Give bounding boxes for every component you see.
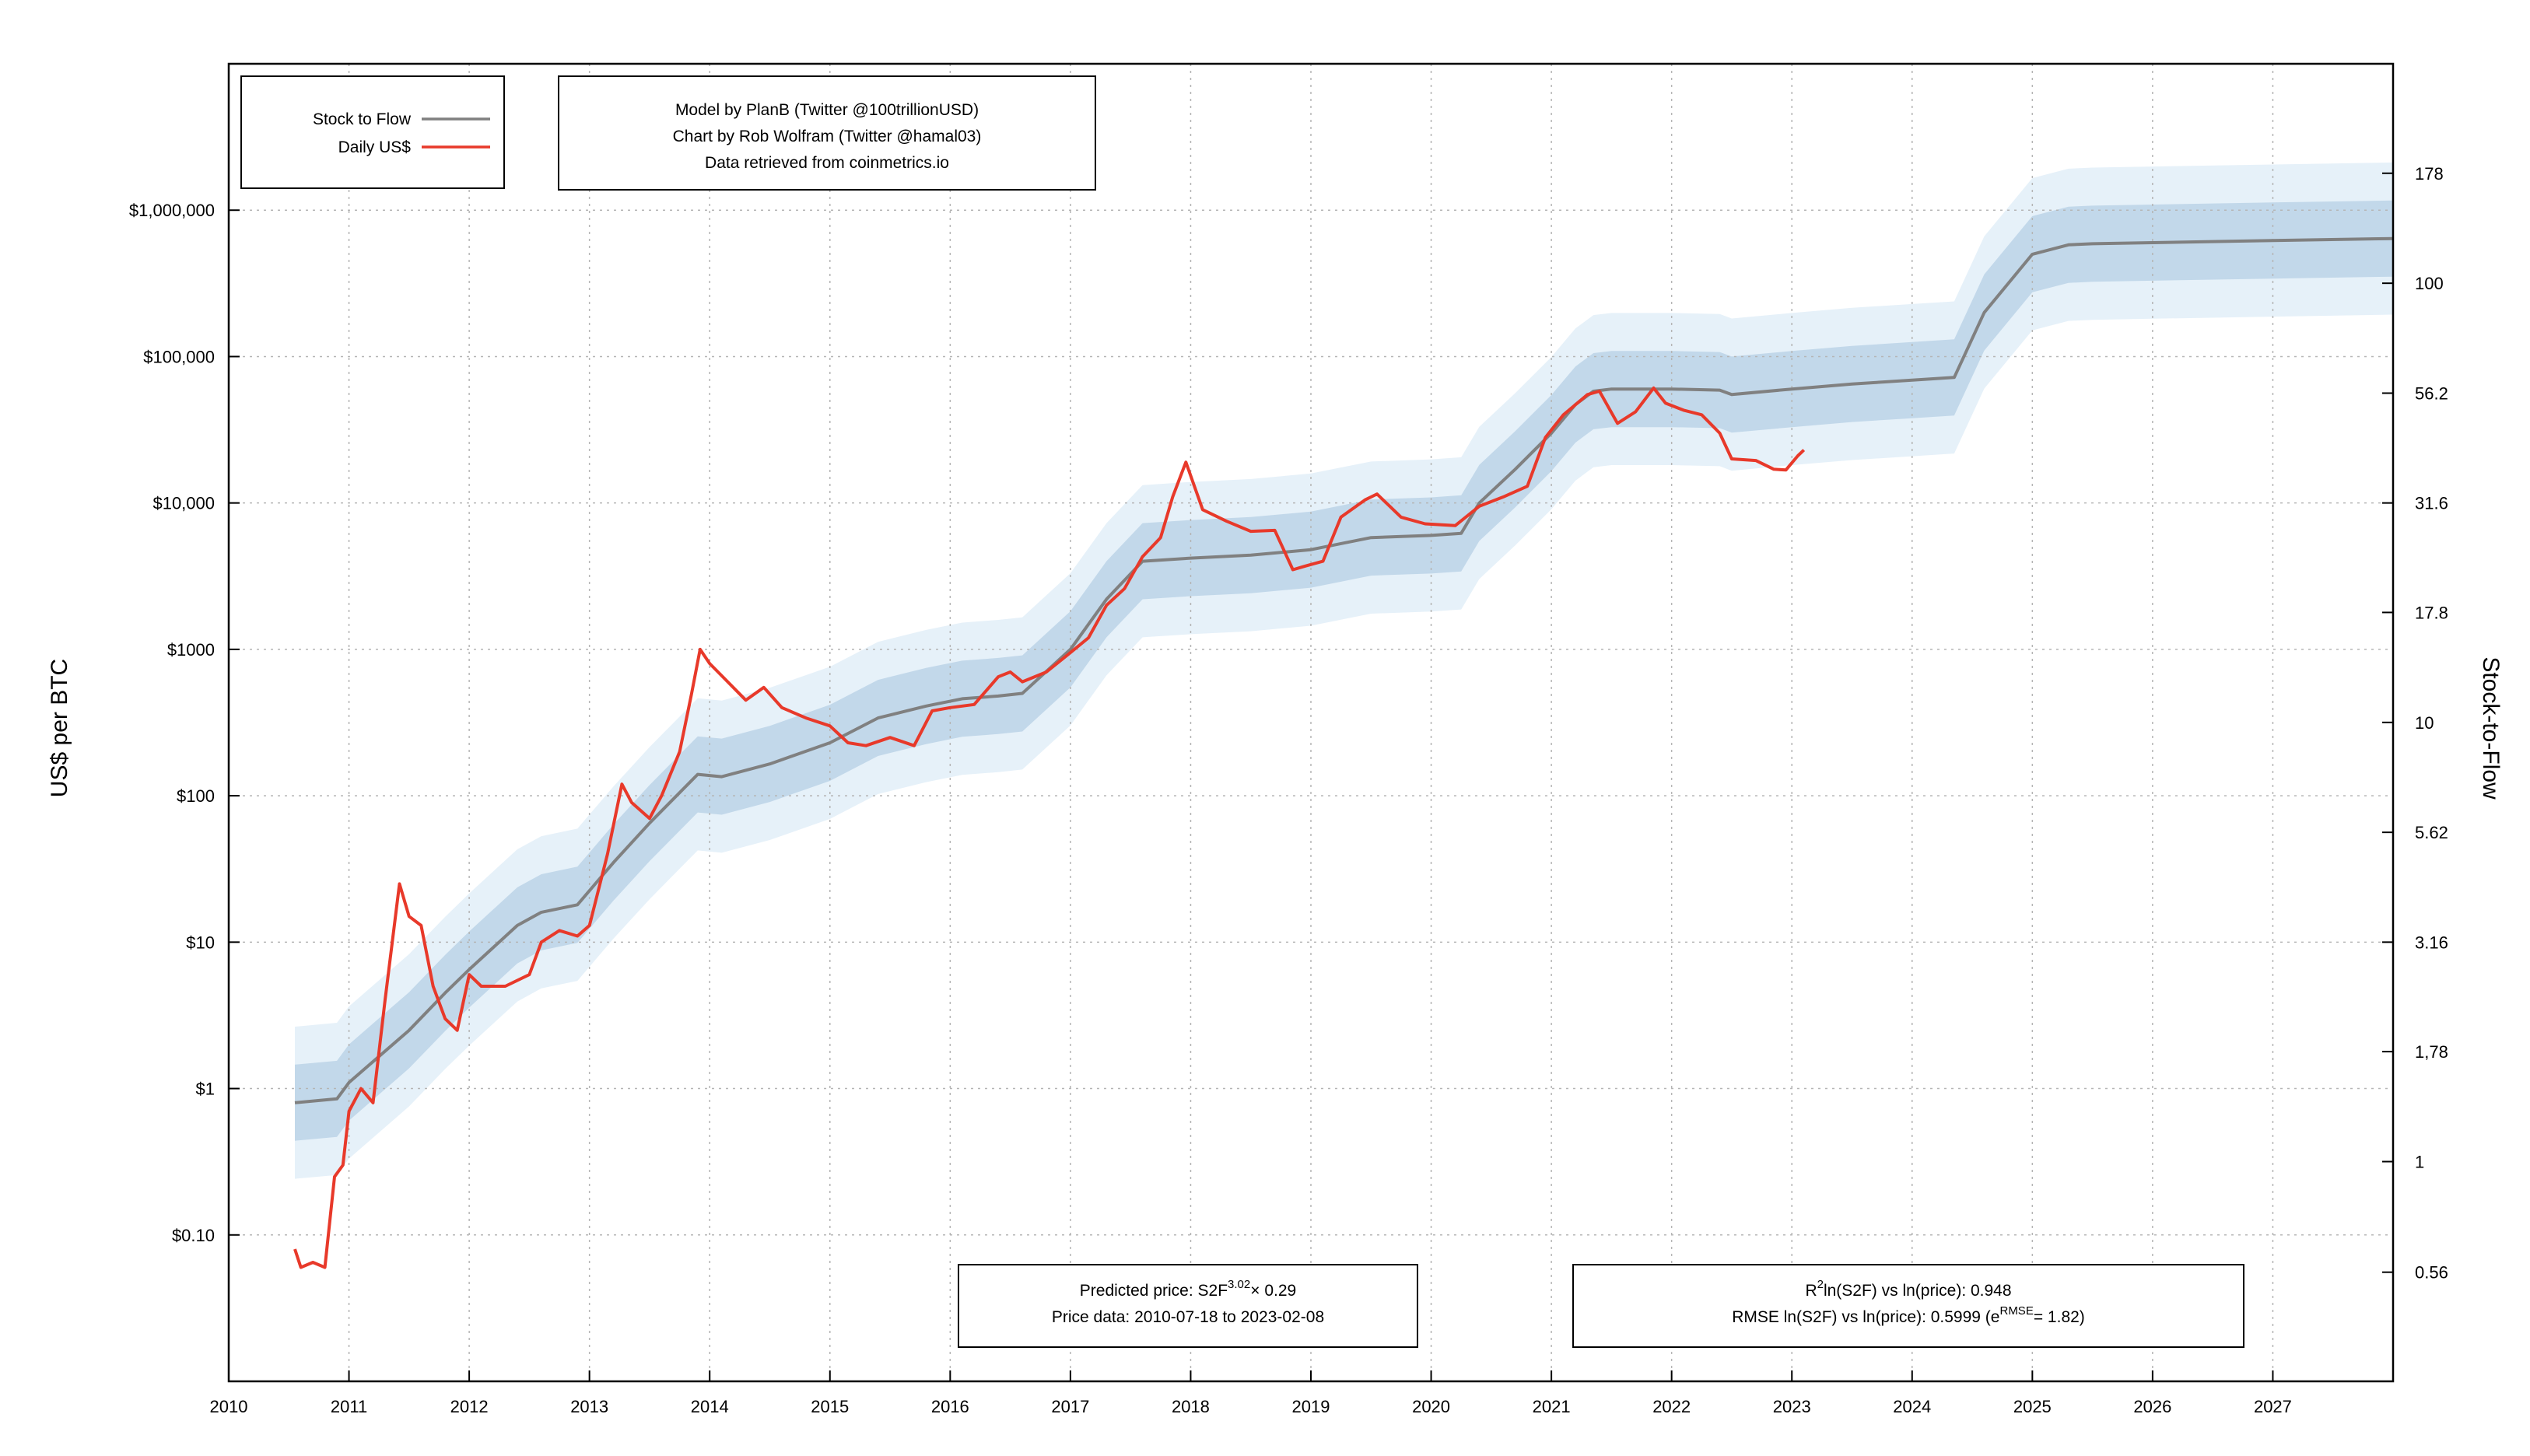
- y-tick-label: $1: [196, 1080, 215, 1099]
- x-tick-label: 2015: [811, 1397, 849, 1416]
- series-line-stock-to-flow: [294, 236, 2394, 1104]
- y2-tick-label: 3.16: [2415, 933, 2448, 952]
- legend-label-model: Stock to Flow: [313, 110, 412, 128]
- x-tick-label: 2023: [1773, 1397, 1811, 1416]
- x-tick-label: 2014: [691, 1397, 729, 1416]
- series-lines: [293, 236, 2394, 1269]
- x-tick-label: 2024: [1893, 1397, 1931, 1416]
- y2-tick-label: 1: [2415, 1152, 2424, 1171]
- right-axis-labels: 0.56 1 1,78 3.16 5.62 10 17.8 31.6 56.2 100 178: [2415, 164, 2448, 1283]
- x-tick-label: 2020: [1412, 1397, 1450, 1416]
- y2-tick-label: 178: [2415, 164, 2444, 184]
- formula-box: Predicted price: S2F3.02× 0.29 Price dat…: [958, 1264, 1418, 1348]
- credit-line-2: Chart by Rob Wolfram (Twitter @hamal03): [673, 128, 982, 145]
- formula-line: Predicted price: S2F3.02× 0.29: [1080, 1278, 1296, 1300]
- credit-line-1: Model by PlanB (Twitter @100trillionUSD): [675, 101, 979, 119]
- x-tick-label: 2019: [1292, 1397, 1330, 1416]
- x-tick-label: 2010: [210, 1397, 248, 1416]
- y2-tick-label: 1,78: [2415, 1042, 2448, 1062]
- price-data-range: Price data: 2010-07-18 to 2023-02-08: [1052, 1308, 1324, 1326]
- x-tick-label: 2017: [1051, 1397, 1089, 1416]
- legend-label-price: Daily US$: [338, 138, 412, 156]
- y2-tick-label: 17.8: [2415, 603, 2448, 622]
- y-tick-label: $0.10: [172, 1226, 215, 1245]
- y-tick-label: $100,000: [143, 347, 215, 366]
- y-tick-label: $100: [177, 786, 215, 806]
- x-tick-label: 2018: [1172, 1397, 1210, 1416]
- series-line-daily-usd: [293, 386, 1806, 1269]
- legend-box: Stock to Flow Daily US$: [240, 75, 505, 189]
- x-tick-label: 2022: [1652, 1397, 1691, 1416]
- x-tick-label: 2021: [1533, 1397, 1571, 1416]
- y-tick-label: $1,000,000: [129, 201, 215, 220]
- model-bands: [295, 162, 2393, 1179]
- y-axis-title: US$ per BTC: [47, 659, 72, 797]
- r-squared-line: R2ln(S2F) vs ln(price): 0.948: [1805, 1278, 2011, 1300]
- x-tick-label: 2012: [450, 1397, 489, 1416]
- x-tick-label: 2013: [570, 1397, 608, 1416]
- grid-lines: [229, 64, 2393, 1381]
- y2-tick-label: 100: [2415, 274, 2444, 293]
- left-axis-labels: $0.10 $1 $10 $100 $1000 $10,000 $100,000 $1,000…: [129, 201, 215, 1245]
- x-tick-label: 2026: [2133, 1397, 2171, 1416]
- y-tick-label: $10: [186, 933, 215, 952]
- y2-tick-label: 56.2: [2415, 383, 2448, 403]
- band-1-sigma: [295, 200, 2393, 1141]
- y2-tick-label: 0.56: [2415, 1263, 2448, 1283]
- y2-tick-label: 10: [2415, 713, 2434, 733]
- credit-line-3: Data retrieved from coinmetrics.io: [705, 154, 949, 172]
- x-tick-label: 2011: [331, 1397, 367, 1416]
- credits-box: Model by PlanB (Twitter @100trillionUSD)…: [558, 75, 1096, 191]
- rmse-line: RMSE ln(S2F) vs ln(price): 0.5999 (eRMSE…: [1732, 1304, 2085, 1326]
- band-2-sigma: [295, 162, 2393, 1179]
- x-axis-labels: 2010 2011 2012 2013 2014 2015 2016 2017 2018 2019…: [210, 1397, 2292, 1416]
- y2-axis-title: Stock-to-Flow: [2478, 656, 2504, 800]
- y2-tick-label: 5.62: [2415, 823, 2448, 842]
- x-tick-label: 2027: [2254, 1397, 2292, 1416]
- x-tick-label: 2025: [2013, 1397, 2052, 1416]
- y-tick-label: $1000: [167, 640, 215, 660]
- axis-ticks: [228, 172, 2393, 1381]
- y-tick-label: $10,000: [152, 494, 215, 513]
- stats-box: R2ln(S2F) vs ln(price): 0.948 RMSE ln(S2…: [1572, 1264, 2244, 1348]
- x-tick-label: 2016: [931, 1397, 969, 1416]
- y2-tick-label: 31.6: [2415, 494, 2448, 513]
